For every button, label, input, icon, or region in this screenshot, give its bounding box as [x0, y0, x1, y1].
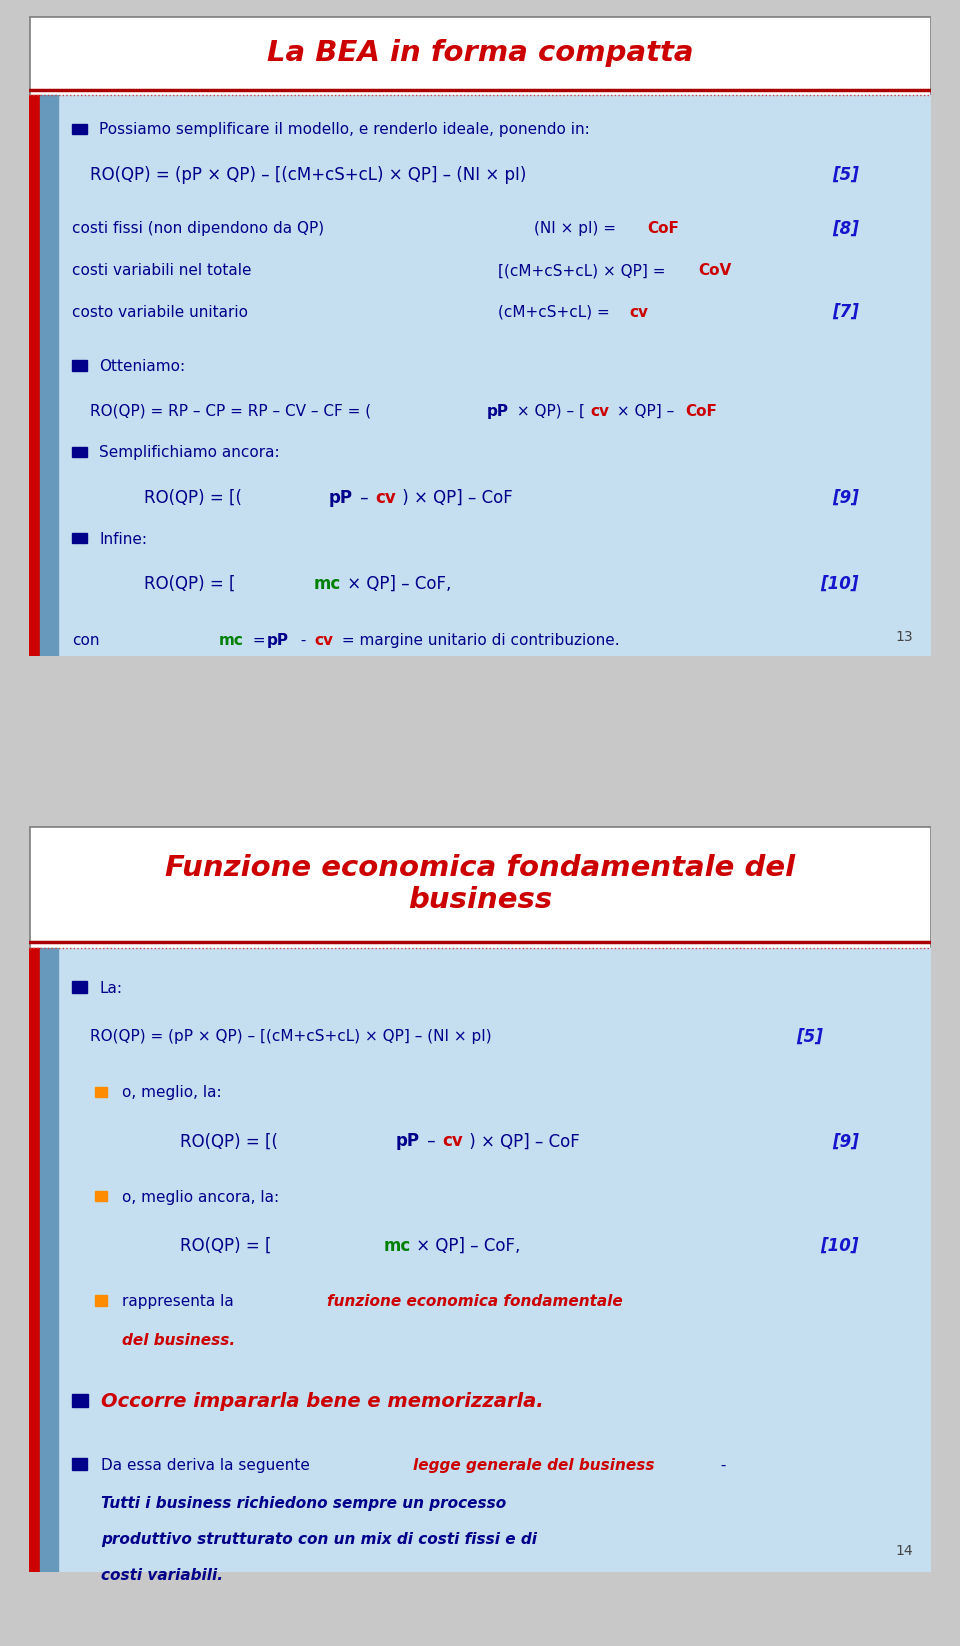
FancyBboxPatch shape [29, 826, 931, 1572]
Text: 13: 13 [896, 630, 913, 644]
Text: CoV: CoV [698, 263, 732, 278]
Bar [29, 95, 39, 657]
Text: × QP] –: × QP] – [612, 403, 679, 418]
Text: con: con [72, 634, 100, 649]
Text: pP: pP [328, 489, 352, 507]
Text: pP: pP [267, 634, 289, 649]
FancyBboxPatch shape [29, 16, 931, 657]
Bar [95, 1192, 108, 1202]
FancyBboxPatch shape [29, 948, 931, 1572]
Text: cv: cv [375, 489, 396, 507]
Text: [(cM+cS+cL) × QP] =: [(cM+cS+cL) × QP] = [498, 263, 670, 278]
Text: [10]: [10] [821, 1236, 859, 1254]
Text: pP: pP [488, 403, 509, 418]
Text: × QP] – CoF,: × QP] – CoF, [342, 574, 451, 593]
Bar [72, 123, 86, 133]
Text: (cM+cS+cL) =: (cM+cS+cL) = [498, 305, 614, 319]
Text: La BEA in forma compatta: La BEA in forma compatta [267, 40, 693, 67]
Text: RO(QP) = [: RO(QP) = [ [180, 1236, 272, 1254]
Text: -: - [716, 1458, 727, 1473]
FancyBboxPatch shape [29, 95, 931, 657]
Text: –: – [422, 1132, 442, 1151]
Bar [72, 360, 86, 370]
Bar [95, 1295, 108, 1305]
Text: × QP] – CoF,: × QP] – CoF, [412, 1236, 520, 1254]
Text: ) × QP] – CoF: ) × QP] – CoF [397, 489, 513, 507]
Text: o, meglio, la:: o, meglio, la: [122, 1085, 222, 1100]
Text: cv: cv [314, 634, 333, 649]
Text: [9]: [9] [832, 1132, 859, 1151]
Text: Infine:: Infine: [99, 532, 147, 546]
Text: RO(QP) = [(: RO(QP) = [( [180, 1132, 278, 1151]
Text: Possiamo semplificare il modello, e renderlo ideale, ponendo in:: Possiamo semplificare il modello, e rend… [99, 122, 590, 137]
Text: mc: mc [383, 1236, 411, 1254]
Text: ) × QP] – CoF: ) × QP] – CoF [464, 1132, 580, 1151]
Text: 14: 14 [896, 1544, 913, 1557]
Text: mc: mc [314, 574, 341, 593]
Text: Semplifichiamo ancora:: Semplifichiamo ancora: [99, 446, 279, 461]
Bar [39, 948, 58, 1572]
Bar [72, 446, 86, 458]
Text: RO(QP) = [: RO(QP) = [ [144, 574, 236, 593]
Text: [5]: [5] [796, 1027, 823, 1045]
Text: produttivo strutturato con un mix di costi fissi e di: produttivo strutturato con un mix di cos… [101, 1532, 537, 1547]
Text: costo variabile unitario: costo variabile unitario [72, 305, 248, 319]
Text: RO(QP) = [(: RO(QP) = [( [144, 489, 242, 507]
Text: [7]: [7] [832, 303, 859, 321]
Text: legge generale del business: legge generale del business [413, 1458, 655, 1473]
Text: cv: cv [629, 305, 648, 319]
Text: o, meglio ancora, la:: o, meglio ancora, la: [122, 1190, 278, 1205]
Text: costi variabili.: costi variabili. [101, 1569, 223, 1583]
Text: [8]: [8] [832, 221, 859, 239]
Bar [72, 1458, 86, 1470]
Bar [29, 948, 39, 1572]
Text: –: – [355, 489, 374, 507]
Text: CoF: CoF [647, 222, 679, 237]
Text: [5]: [5] [832, 166, 859, 184]
Text: La:: La: [99, 981, 122, 996]
Text: RO(QP) = (pP × QP) – [(cM+cS+cL) × QP] – (NI × pI): RO(QP) = (pP × QP) – [(cM+cS+cL) × QP] –… [90, 166, 526, 184]
Text: Funzione economica fondamentale del
business: Funzione economica fondamentale del busi… [165, 854, 795, 915]
Bar [72, 1394, 88, 1407]
Text: costi variabili nel totale: costi variabili nel totale [72, 263, 252, 278]
Text: × QP) – [: × QP) – [ [513, 403, 586, 418]
Text: Occorre impararla bene e memorizzarla.: Occorre impararla bene e memorizzarla. [101, 1393, 543, 1411]
Bar [39, 95, 58, 657]
Text: pP: pP [396, 1132, 420, 1151]
Text: RO(QP) = RP – CP = RP – CV – CF = (: RO(QP) = RP – CP = RP – CV – CF = ( [90, 403, 372, 418]
Text: -: - [296, 634, 311, 649]
Text: RO(QP) = (pP × QP) – [(cM+cS+cL) × QP] – (NI × pI): RO(QP) = (pP × QP) – [(cM+cS+cL) × QP] –… [90, 1029, 492, 1044]
Text: =: = [248, 634, 271, 649]
Bar [95, 1086, 108, 1096]
Text: = margine unitario di contribuzione.: = margine unitario di contribuzione. [337, 634, 620, 649]
Text: [10]: [10] [821, 574, 859, 593]
Bar [72, 981, 86, 993]
Text: [9]: [9] [832, 489, 859, 507]
Text: Da essa deriva la seguente: Da essa deriva la seguente [101, 1458, 315, 1473]
Text: del business.: del business. [122, 1333, 235, 1348]
Text: cv: cv [590, 403, 609, 418]
Text: mc: mc [218, 634, 243, 649]
Text: CoF: CoF [685, 403, 718, 418]
Text: Tutti i business richiedono sempre un processo: Tutti i business richiedono sempre un pr… [101, 1496, 506, 1511]
Text: cv: cv [443, 1132, 463, 1151]
Bar [72, 533, 86, 543]
Text: funzione economica fondamentale: funzione economica fondamentale [326, 1294, 622, 1309]
Text: (NI × pI) =: (NI × pI) = [534, 222, 621, 237]
Text: Otteniamo:: Otteniamo: [99, 359, 185, 374]
Text: rappresenta la: rappresenta la [122, 1294, 238, 1309]
Text: costi fissi (non dipendono da QP): costi fissi (non dipendono da QP) [72, 222, 324, 237]
